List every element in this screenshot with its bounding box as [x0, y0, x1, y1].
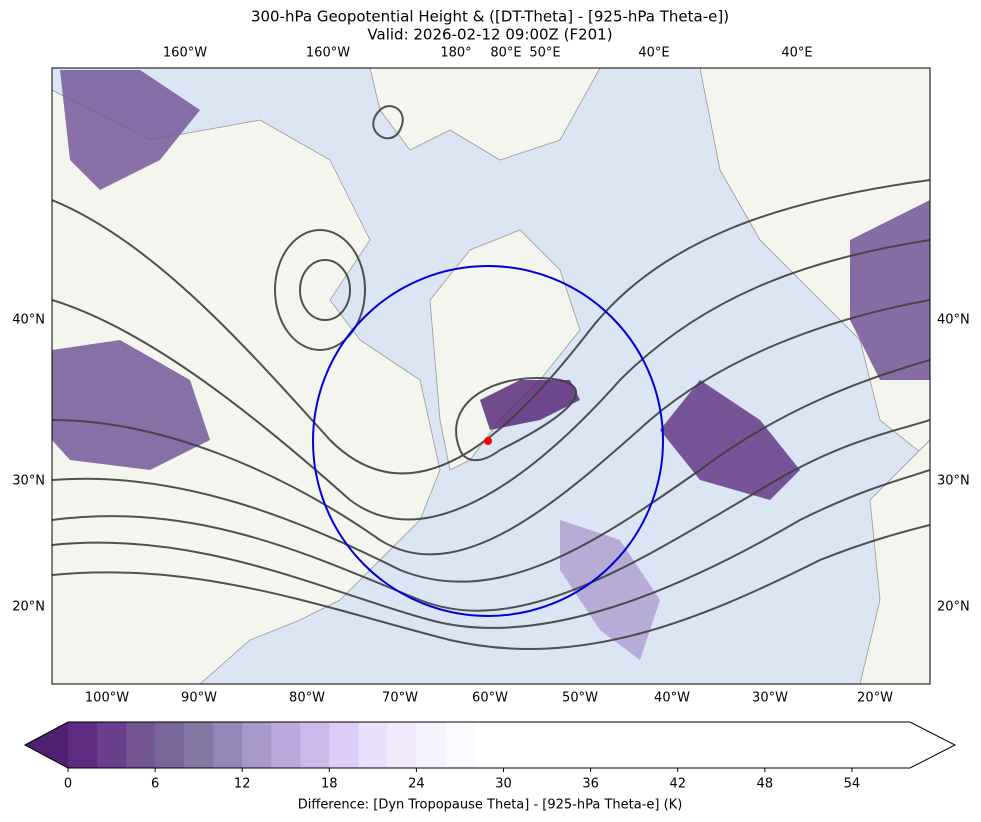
land	[369, 68, 601, 161]
bottom-label: 70°W	[382, 691, 418, 706]
colorbar-bin	[329, 722, 359, 768]
shading	[60, 70, 200, 190]
land	[859, 439, 930, 684]
colorbar-tick-label: 18	[321, 777, 338, 792]
bottom-label: 50°W	[562, 691, 598, 706]
colorbar-bin	[155, 722, 185, 768]
top-label: 50°E	[529, 46, 560, 61]
colorbar-bin	[271, 722, 301, 768]
colorbar-tick-label: 12	[234, 777, 251, 792]
top-label: 40°E	[638, 46, 669, 61]
colorbar-bin	[242, 722, 272, 768]
colorbar-bin	[213, 722, 243, 768]
axis-labels: 160°W 160°W 180° 80°E 50°E 40°E 40°E 100°W 90°W 8…	[12, 46, 970, 706]
colorbar-extend-low	[25, 722, 68, 768]
right-label: 20°N	[937, 600, 970, 615]
title: 300-hPa Geopotential Height & ([DT-Theta…	[251, 8, 729, 26]
colorbar-label: Difference: [Dyn Tropopause Theta] - [92…	[298, 798, 683, 813]
colorbar-tick-label: 36	[582, 777, 599, 792]
left-label: 20°N	[12, 600, 45, 615]
bottom-label: 80°W	[289, 691, 325, 706]
colorbar-tick-label: 24	[408, 777, 425, 792]
subtitle: Valid: 2026-02-12 09:00Z (F201)	[367, 26, 612, 44]
colorbar-tick-label: 0	[64, 777, 72, 792]
top-label: 160°W	[163, 46, 207, 61]
colorbar-bin	[416, 722, 446, 768]
top-label: 180°	[440, 46, 471, 61]
colorbar-bin	[126, 722, 156, 768]
colorbar-bin	[97, 722, 127, 768]
bottom-label: 100°W	[85, 691, 129, 706]
map	[52, 68, 930, 684]
colorbar-extend-high	[910, 722, 955, 768]
colorbar-bin	[68, 722, 98, 768]
shading	[850, 200, 930, 380]
colorbar-bin	[184, 722, 214, 768]
bottom-label: 20°W	[857, 691, 893, 706]
colorbar-tick-label: 42	[669, 777, 686, 792]
contours	[52, 105, 930, 650]
colorbar: 0 6 12 18 24 30 36 42 48 54 Difference: [Dyn Tropo…	[23, 721, 957, 813]
colorbar-tick-label: 6	[151, 777, 159, 792]
map-frame	[51, 67, 931, 685]
colorbar-tick-label: 30	[495, 777, 512, 792]
bottom-label: 60°W	[472, 691, 508, 706]
top-label: 40°E	[781, 46, 812, 61]
left-label: 30°N	[12, 474, 45, 489]
colorbar-bin	[358, 722, 388, 768]
highlight-circle	[312, 265, 664, 617]
bottom-label: 30°W	[752, 691, 788, 706]
right-label: 40°N	[937, 313, 970, 328]
shading	[480, 380, 580, 430]
left-label: 40°N	[12, 313, 45, 328]
right-label: 30°N	[937, 474, 970, 489]
top-label: 80°E	[490, 46, 521, 61]
colorbar-bin	[387, 722, 417, 768]
colorbar-bin	[445, 722, 475, 768]
colorbar-tick-label: 48	[757, 777, 774, 792]
shading	[660, 380, 800, 500]
bottom-label: 90°W	[181, 691, 217, 706]
top-label: 160°W	[306, 46, 350, 61]
colorbar-bin	[300, 722, 330, 768]
bottom-label: 40°W	[654, 691, 690, 706]
center-point	[484, 437, 492, 445]
colorbar-tick-label: 54	[844, 777, 861, 792]
shading	[560, 520, 660, 660]
